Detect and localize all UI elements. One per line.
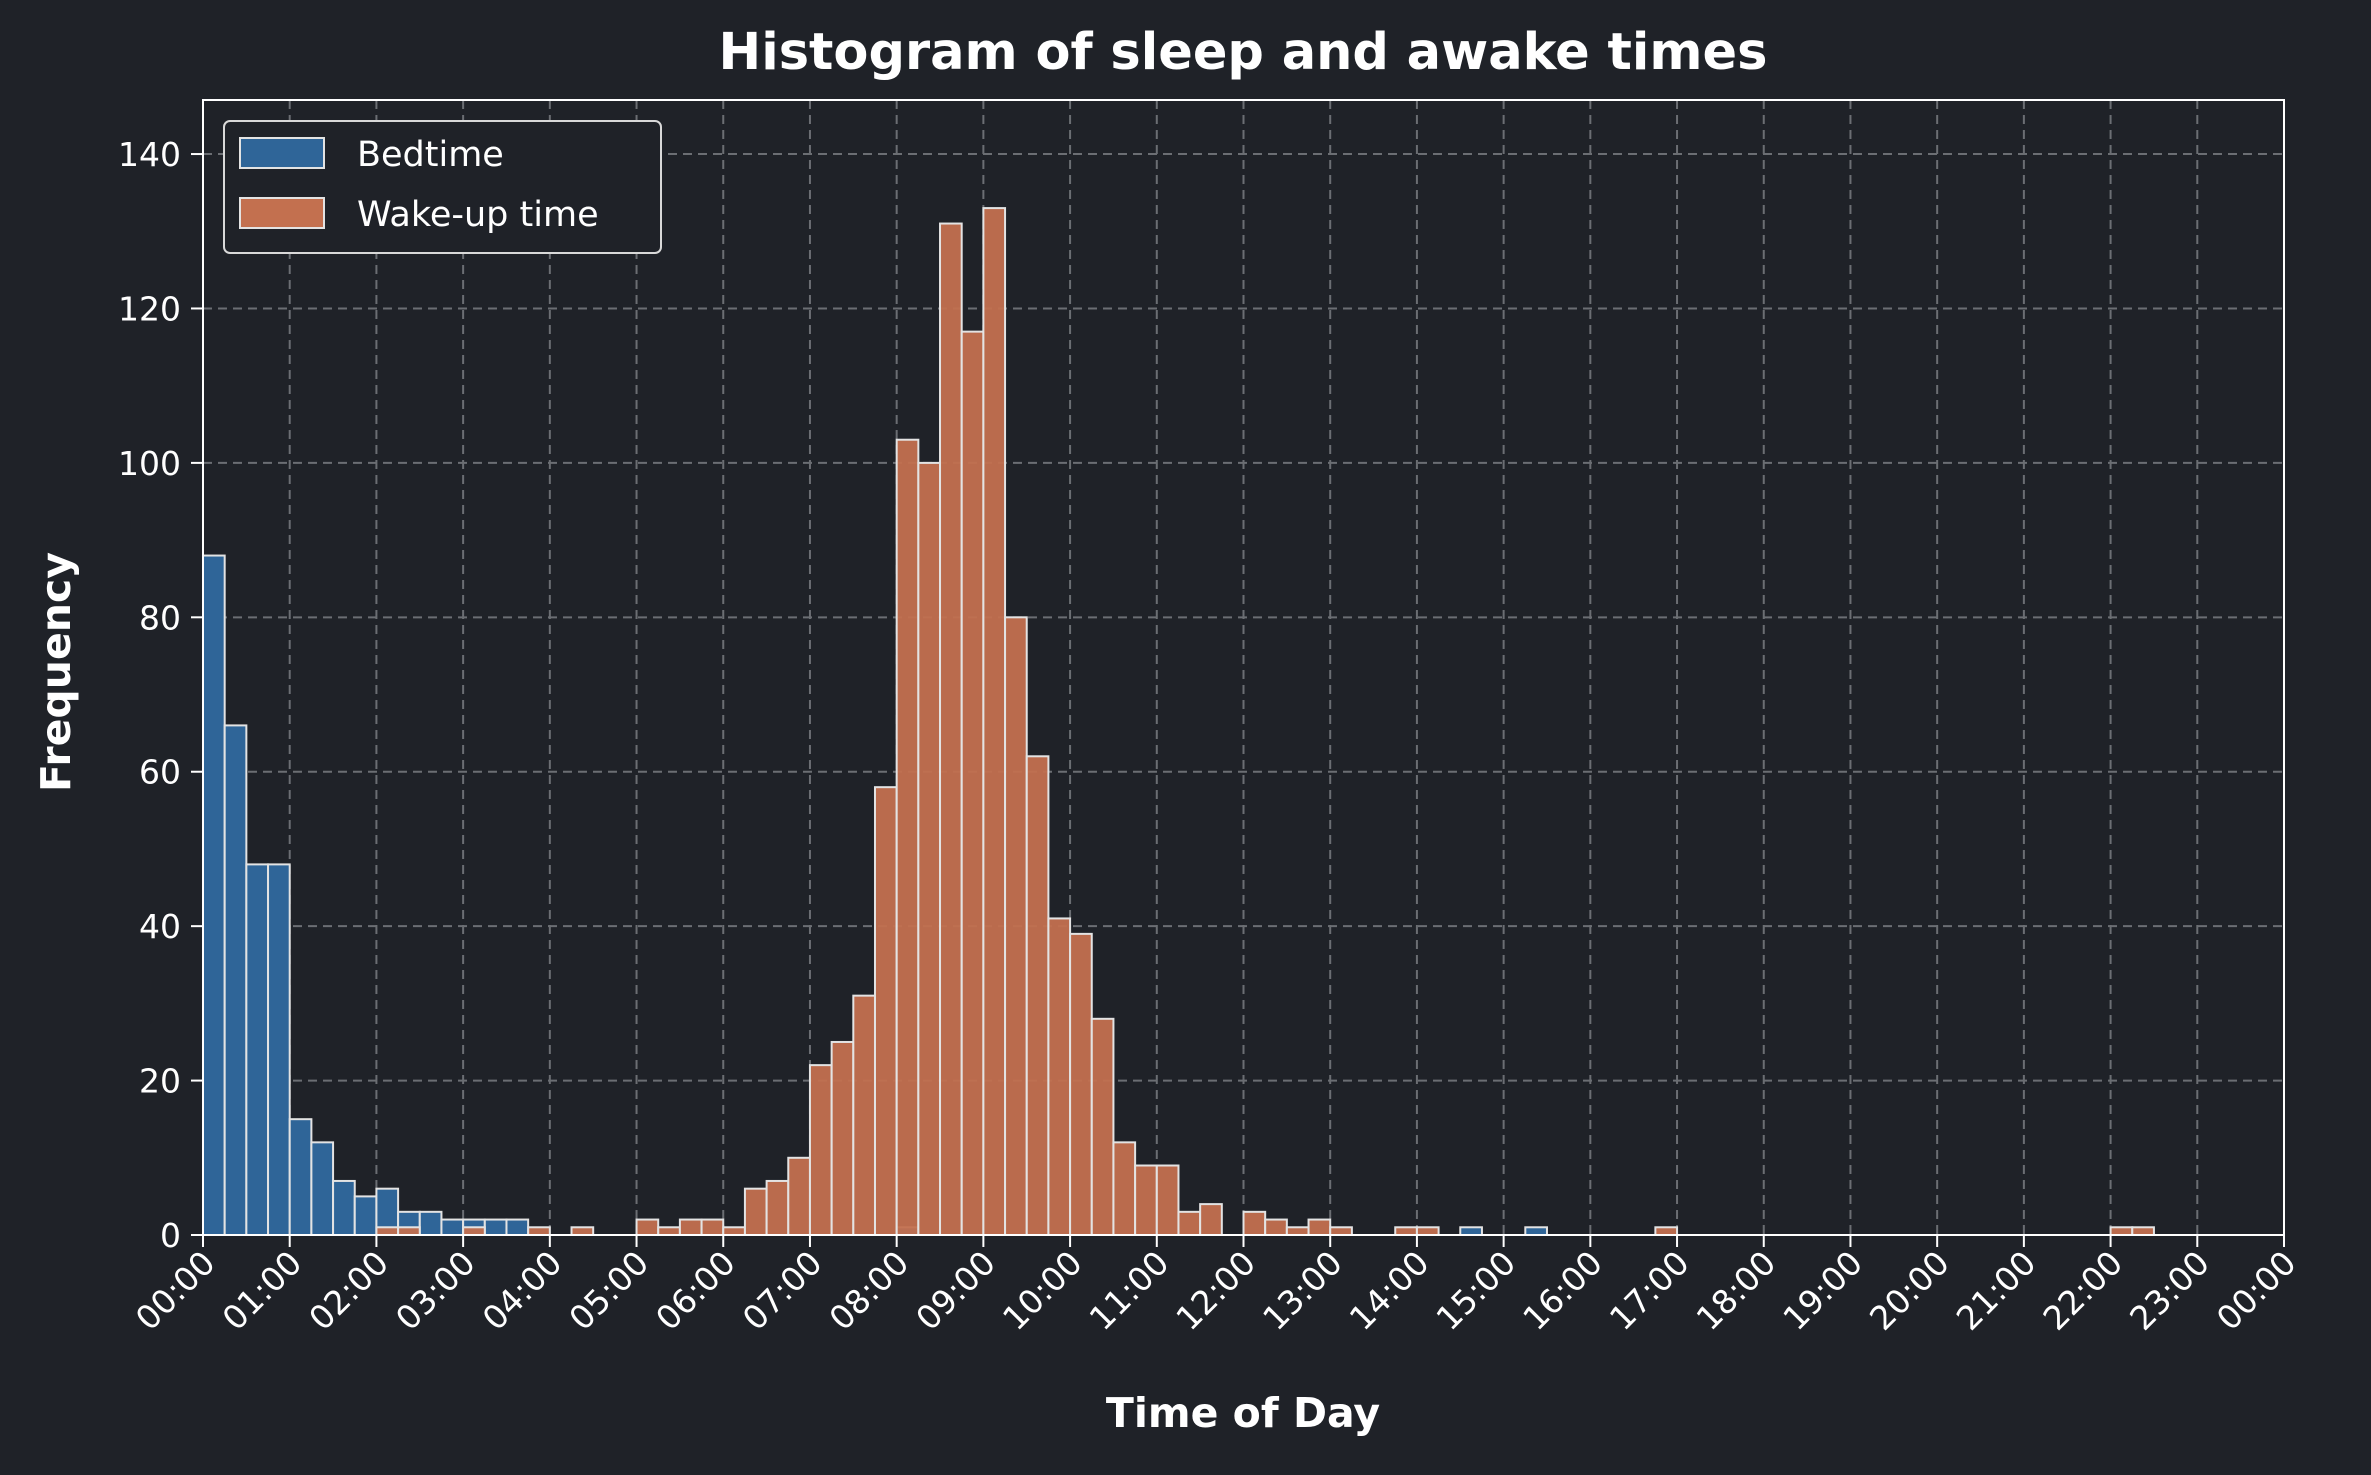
y-tick-label: 140 (118, 135, 181, 174)
bar-wakeup (462, 1226, 486, 1237)
x-axis-label: Time of Day (1106, 1389, 1380, 1437)
y-axis: 0 20 40 60 80 100 120 140 (118, 135, 203, 1255)
y-tick-label: 40 (139, 907, 181, 946)
bar-wakeup (1090, 1017, 1115, 1236)
bar-wakeup (1134, 1164, 1158, 1237)
legend-label-bedtime: Bedtime (357, 135, 504, 175)
bar-wakeup (1415, 1226, 1440, 1237)
chart-title: Histogram of sleep and awake times (719, 23, 1768, 82)
bar-bedtime (288, 1118, 313, 1237)
bar-wakeup (917, 461, 942, 1236)
bar-wakeup (570, 1226, 595, 1237)
bar-wakeup (635, 1218, 660, 1237)
bar-bedtime (245, 863, 270, 1236)
bar-bedtime (332, 1179, 356, 1237)
bar-wakeup (895, 438, 920, 1236)
bar-bedtime (310, 1141, 335, 1236)
bar-bedtime (440, 1218, 465, 1237)
bar-wakeup (1329, 1226, 1353, 1237)
bar-bedtime (267, 863, 291, 1236)
bar-wakeup (1307, 1218, 1332, 1237)
bar-wakeup (1177, 1210, 1202, 1237)
bar-bedtime (505, 1218, 530, 1237)
legend-swatch-wakeup (239, 197, 325, 229)
y-tick-label: 80 (139, 598, 181, 637)
bar-bedtime (223, 724, 248, 1236)
legend: Bedtime Wake-up time (223, 120, 662, 254)
bar-wakeup (852, 994, 876, 1236)
legend-label-wakeup: Wake-up time (357, 195, 599, 235)
bar-wakeup (1394, 1226, 1418, 1237)
y-tick-label: 0 (160, 1216, 181, 1255)
bar-wakeup (2131, 1226, 2155, 1237)
bar-wakeup (982, 207, 1007, 1237)
bar-wakeup (1069, 932, 1093, 1236)
bar-wakeup (2109, 1226, 2134, 1237)
bar-wakeup (678, 1218, 703, 1237)
bar-wakeup (397, 1226, 421, 1237)
bar-wakeup (743, 1187, 768, 1236)
bar-wakeup (808, 1064, 833, 1237)
bedtime-bars (202, 554, 1548, 1237)
legend-swatch-bedtime (239, 137, 325, 169)
bar-wakeup (1285, 1226, 1310, 1237)
bar-bedtime (483, 1218, 508, 1237)
bar-wakeup (657, 1226, 681, 1237)
bar-wakeup (960, 330, 985, 1237)
bar-wakeup (787, 1156, 811, 1236)
y-tick-label: 100 (118, 444, 181, 483)
bar-wakeup (873, 786, 898, 1236)
y-tick-label: 120 (118, 289, 181, 328)
bar-wakeup (722, 1226, 746, 1237)
bar-wakeup (939, 222, 963, 1236)
bar-bedtime (1524, 1226, 1548, 1237)
bar-wakeup (1047, 917, 1072, 1236)
bar-wakeup (1004, 616, 1028, 1236)
y-tick-label: 20 (139, 1062, 181, 1101)
bar-wakeup (1025, 755, 1050, 1237)
bar-wakeup (1155, 1164, 1180, 1237)
bar-wakeup (700, 1218, 725, 1237)
bar-wakeup (1199, 1203, 1223, 1236)
bar-wakeup (527, 1226, 551, 1237)
bar-wakeup (1654, 1226, 1679, 1237)
bar-bedtime (202, 554, 226, 1236)
bar-wakeup (375, 1226, 400, 1237)
bar-wakeup (830, 1040, 855, 1236)
bar-wakeup (765, 1179, 790, 1237)
bar-wakeup (1242, 1210, 1267, 1237)
bar-bedtime (1459, 1226, 1483, 1237)
bar-wakeup (1264, 1218, 1288, 1237)
bar-wakeup (1112, 1141, 1137, 1236)
bar-bedtime (353, 1195, 378, 1236)
bar-bedtime (418, 1210, 443, 1237)
y-tick-label: 60 (139, 753, 181, 792)
y-axis-label: Frequency (32, 552, 80, 792)
legend-box (223, 120, 662, 254)
